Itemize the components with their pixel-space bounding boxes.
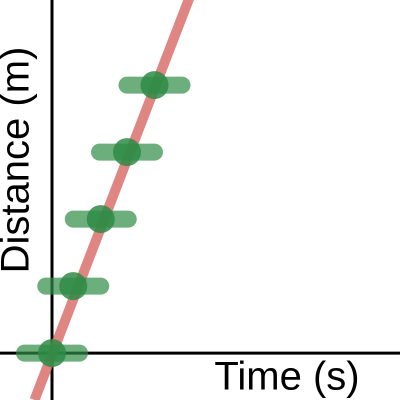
plot-area [16, 0, 194, 400]
y-axis-label: Distance (m) [0, 47, 38, 274]
fit-line [29, 0, 194, 400]
data-point [113, 138, 141, 167]
data-point [140, 71, 169, 100]
x-axis-label: Time (s) [214, 355, 359, 399]
data-point [59, 272, 88, 301]
data-point [38, 339, 66, 368]
data-point [86, 205, 115, 234]
